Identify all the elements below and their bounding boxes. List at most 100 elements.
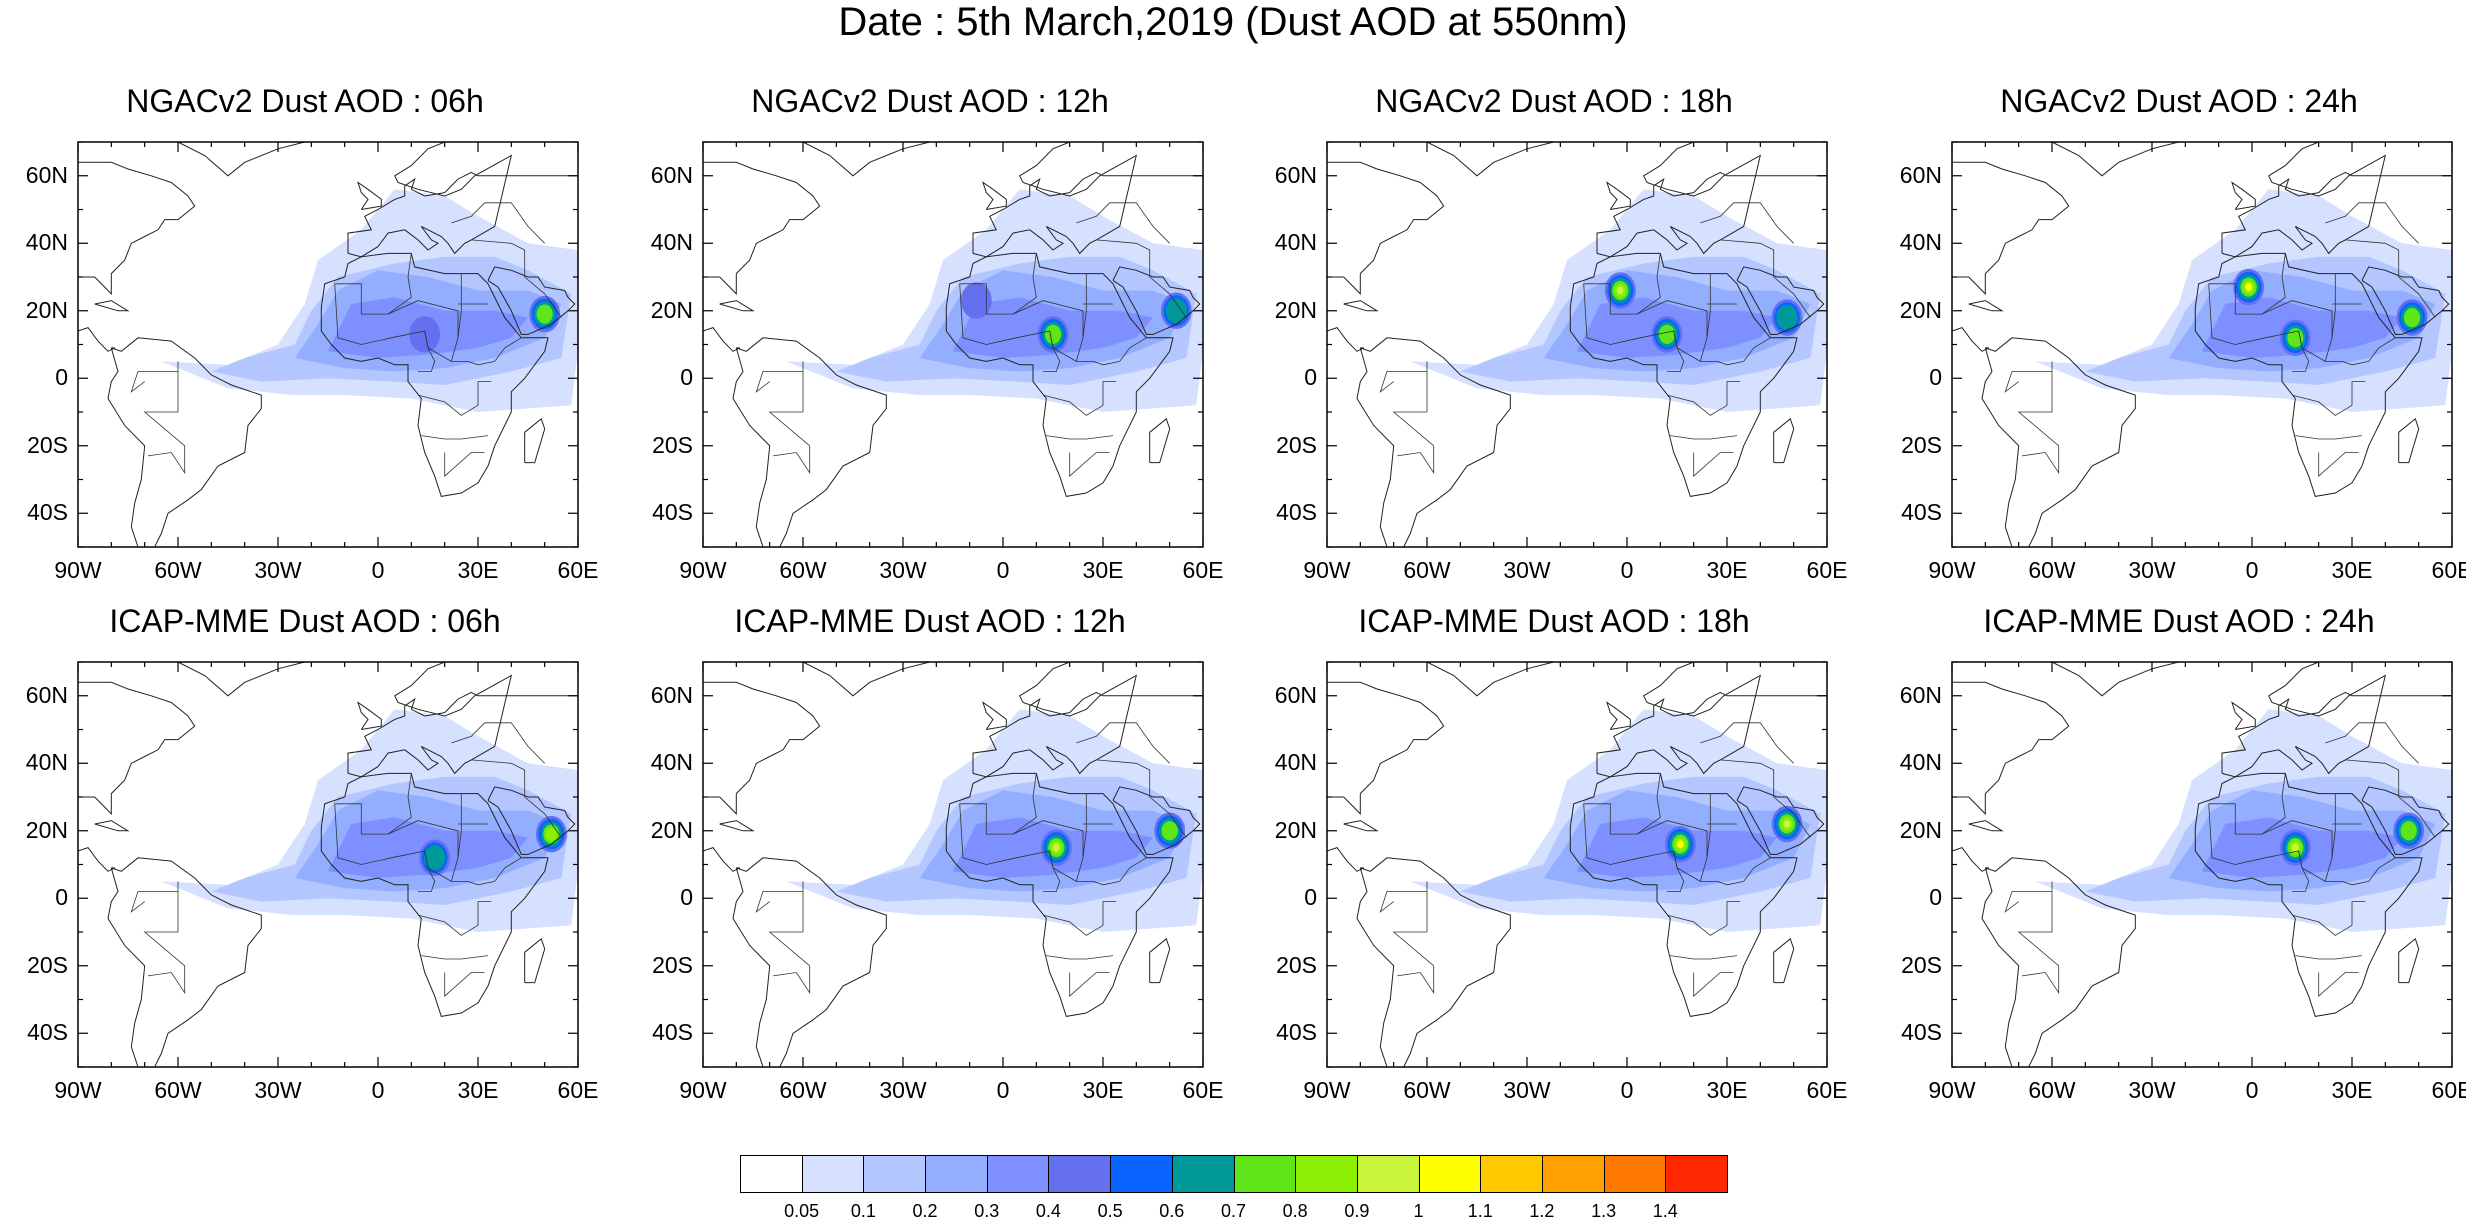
colorbar-label: 0.2 (912, 1201, 938, 1221)
coastline-madagascar (524, 417, 546, 464)
map-svg (1326, 661, 1828, 1068)
country-border (1043, 850, 1061, 892)
coastline-uk (2231, 701, 2256, 730)
coastline-europe (347, 662, 578, 778)
country-border (451, 202, 545, 244)
coastline-arabia (2361, 786, 2450, 855)
lon-tick-label: 30E (457, 1077, 499, 1103)
colorbar-swatch (1480, 1155, 1543, 1193)
colorbar-label: 0.05 (784, 1201, 820, 1221)
country-border (1720, 759, 1811, 838)
coastline-europe (2221, 662, 2452, 778)
lon-tick-label: 0 (371, 1077, 385, 1103)
colorbar-swatch (1233, 1155, 1297, 1193)
coastline-uk (1606, 701, 1631, 730)
colorbar-swatch (1110, 1155, 1173, 1193)
country-border (1392, 361, 1435, 475)
lat-tick-label: 0 (1304, 364, 1317, 391)
country-border (387, 253, 412, 315)
country-border (2325, 337, 2396, 366)
country-border (1700, 337, 1771, 366)
lon-tick-label: 60W (2028, 557, 2076, 583)
lat-tick-label: 20S (27, 431, 68, 458)
coastline-north-america (703, 161, 821, 296)
coastline-central-america (1952, 847, 1989, 872)
coastline-greenland (177, 142, 305, 177)
coastline-north-america (1952, 681, 2070, 816)
colorbar-swatch (986, 1155, 1050, 1193)
lat-tick-label: 20S (27, 951, 68, 978)
lon-tick-label: 60E (2431, 557, 2466, 583)
lon-tick-label: 60W (154, 557, 202, 583)
coastline-africa (1569, 772, 1798, 1017)
map-content (1952, 142, 2452, 547)
colorbar (740, 1155, 1728, 1195)
country-border (2208, 283, 2333, 363)
coastline-south-america (732, 337, 887, 547)
lat-tick-label: 40N (650, 749, 693, 776)
coastline-africa (320, 252, 549, 497)
country-border (130, 891, 178, 913)
colorbar-label: 1.2 (1529, 1201, 1555, 1221)
country-border (1583, 283, 1708, 363)
lon-tick-label: 30W (1503, 1077, 1551, 1103)
lon-tick-label: 60E (557, 1077, 599, 1103)
lon-tick-label: 30W (254, 1077, 302, 1103)
map-content (78, 142, 578, 547)
country-border (1706, 273, 1711, 338)
lat-tick-label: 40N (1274, 229, 1317, 256)
coastline-north-america (78, 681, 196, 816)
dust-hotspot (1161, 821, 1178, 841)
lat-tick-label: 20S (1276, 951, 1317, 978)
colorbar-swatch (863, 1155, 927, 1193)
lon-tick-label: 60W (1403, 1077, 1451, 1103)
country-border (1706, 793, 1711, 858)
country-border (143, 881, 186, 995)
country-border (2318, 452, 2359, 477)
panel-ngac-18h: NGACv2 Dust AOD : 18h 60N 40N 20N 0 20S 40S 90… (1259, 83, 1849, 605)
dust-hotspot (545, 827, 558, 841)
lat-tick-label: 20S (1901, 951, 1942, 978)
country-border (2004, 371, 2052, 393)
lat-tick-label: 40S (1276, 1019, 1317, 1046)
lon-tick-label: 30E (1706, 1077, 1748, 1103)
lat-tick-label: 20N (25, 816, 68, 843)
country-border (334, 283, 459, 363)
lat-tick-label: 20N (1899, 296, 1942, 323)
lat-tick-label: 0 (1929, 884, 1942, 911)
country-border (421, 435, 489, 440)
lat-tick-label: 60N (650, 681, 693, 708)
country-border (768, 361, 811, 475)
country-border (2325, 857, 2396, 886)
coastline-europe (1596, 662, 1827, 778)
coastline-south-america (1356, 857, 1511, 1067)
lon-tick-label: 60E (1806, 1077, 1848, 1103)
coastline-africa (2194, 772, 2423, 1017)
dust-hotspot (2292, 843, 2299, 852)
coastline-arabia (1736, 266, 1825, 335)
coastline-north-america (78, 161, 196, 296)
lon-tick-label: 90W (1303, 1077, 1351, 1103)
colorbar-swatch (1048, 1155, 1112, 1193)
lat-tick-label: 0 (55, 364, 68, 391)
coastline-north-america (1327, 161, 1445, 296)
panel-title: ICAP-MME Dust AOD : 06h (109, 603, 501, 639)
lon-tick-label: 30W (254, 557, 302, 583)
lat-tick-label: 20N (1274, 816, 1317, 843)
lon-tick-label: 60E (557, 557, 599, 583)
lat-tick-label: 20N (650, 816, 693, 843)
colorbar-label: 1 (1413, 1201, 1424, 1221)
coastline-madagascar (1773, 937, 1795, 984)
country-border (1666, 901, 1741, 936)
country-border (1069, 452, 1110, 477)
lat-tick-label: 60N (1899, 681, 1942, 708)
coastline-south-america (107, 857, 262, 1067)
panel-icap-06h: ICAP-MME Dust AOD : 06h 60N 40N 20N 0 20S 40S… (10, 603, 600, 1125)
country-border (1392, 881, 1435, 995)
country-border (2017, 361, 2060, 475)
country-border (755, 371, 803, 393)
lon-tick-label: 60E (1182, 557, 1224, 583)
coastline-greenland (177, 662, 305, 697)
coastline-central-america (703, 847, 740, 872)
lon-tick-label: 90W (1928, 1077, 1976, 1103)
